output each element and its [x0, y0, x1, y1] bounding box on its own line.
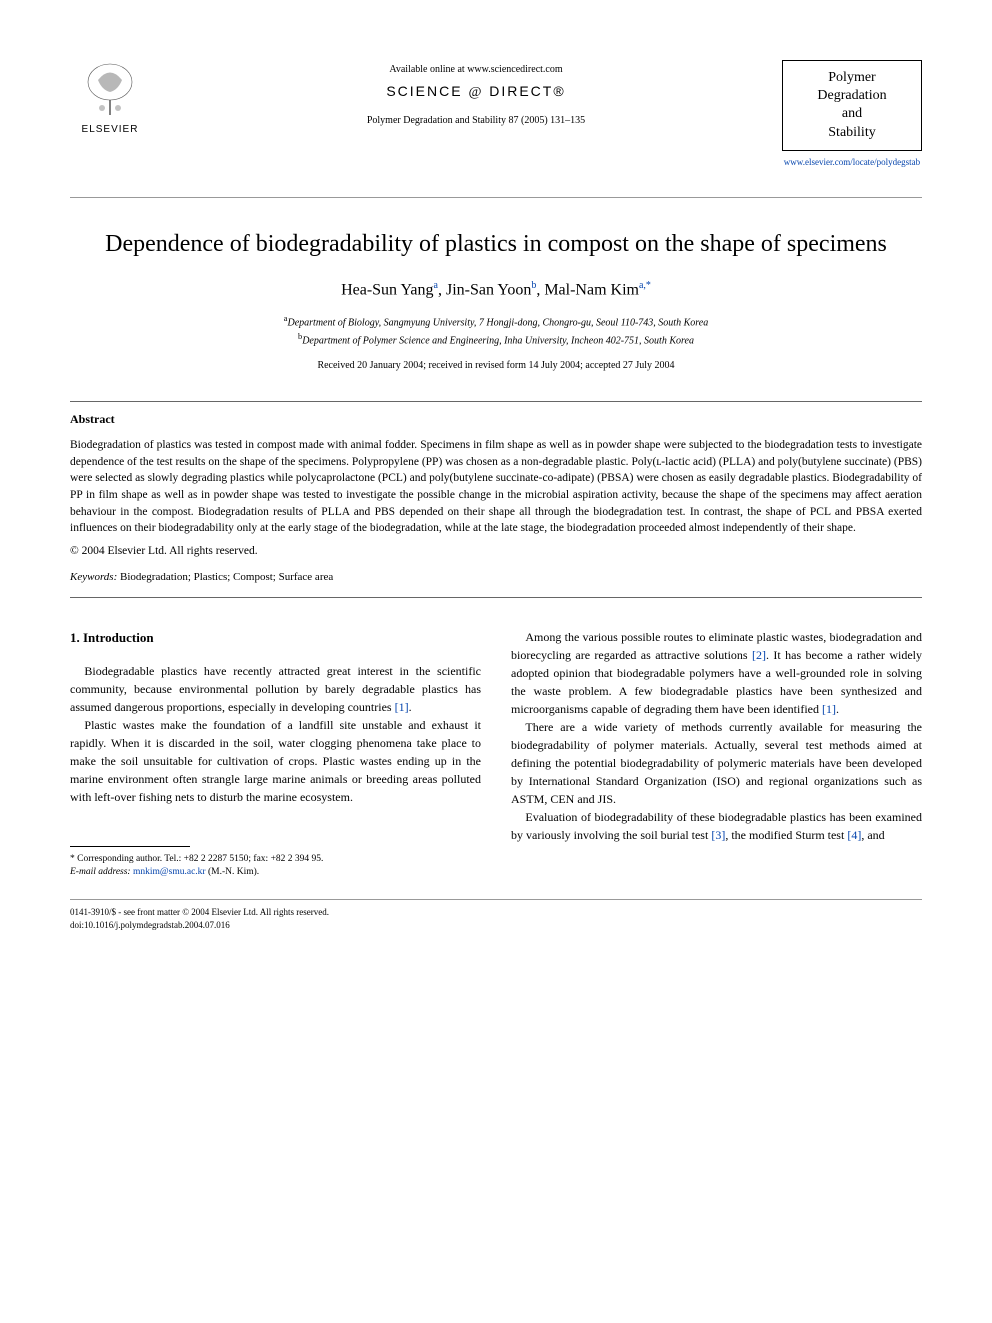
- article-title: Dependence of biodegradability of plasti…: [70, 228, 922, 260]
- affil-text: Department of Polymer Science and Engine…: [302, 335, 694, 346]
- affiliation-line: bDepartment of Polymer Science and Engin…: [70, 331, 922, 348]
- author-affil-sup: b: [531, 280, 536, 291]
- author-affil-sup: a: [434, 280, 438, 291]
- keywords-line: Keywords: Biodegradation; Plastics; Comp…: [70, 571, 922, 583]
- affiliation-line: aDepartment of Biology, Sangmyung Univer…: [70, 313, 922, 330]
- publisher-name: ELSEVIER: [82, 124, 139, 135]
- citation-link[interactable]: [3]: [711, 828, 725, 842]
- elsevier-logo: ELSEVIER: [70, 60, 150, 150]
- email-footnote: E-mail address: mnkim@smu.ac.kr (M.-N. K…: [70, 866, 481, 879]
- right-column: Among the various possible routes to eli…: [511, 628, 922, 879]
- author-affil-sup: a,*: [639, 280, 651, 291]
- footer-copyright: 0141-3910/$ - see front matter © 2004 El…: [70, 906, 922, 919]
- abstract-heading: Abstract: [70, 412, 922, 427]
- elsevier-tree-icon: [80, 60, 140, 120]
- intro-paragraph: There are a wide variety of methods curr…: [511, 718, 922, 808]
- keywords-label: Keywords:: [70, 571, 117, 583]
- intro-paragraph: Plastic wastes make the foundation of a …: [70, 716, 481, 806]
- header-right: Polymer Degradation and Stability www.el…: [782, 60, 922, 167]
- affil-text: Department of Biology, Sangmyung Univers…: [288, 318, 709, 329]
- journal-box-line: and: [789, 105, 915, 123]
- publisher-logo-block: ELSEVIER: [70, 60, 170, 150]
- journal-box-line: Polymer: [789, 69, 915, 87]
- available-online-text: Available online at www.sciencedirect.co…: [170, 64, 782, 75]
- abstract-copyright: © 2004 Elsevier Ltd. All rights reserved…: [70, 545, 922, 557]
- header-center: Available online at www.sciencedirect.co…: [170, 60, 782, 126]
- citation-link[interactable]: [1]: [822, 702, 836, 716]
- footer-rule: [70, 899, 922, 900]
- footer-doi: doi:10.1016/j.polymdegradstab.2004.07.01…: [70, 919, 922, 932]
- journal-url-link[interactable]: www.elsevier.com/locate/polydegstab: [782, 157, 922, 167]
- article-dates: Received 20 January 2004; received in re…: [70, 360, 922, 371]
- author-name: Mal-Nam Kim: [544, 281, 639, 298]
- sciencedirect-word2: DIRECT®: [489, 83, 565, 99]
- section-heading-introduction: 1. Introduction: [70, 628, 481, 648]
- journal-box-line: Degradation: [789, 87, 915, 105]
- email-tail: (M.-N. Kim).: [206, 867, 260, 877]
- sciencedirect-at-icon: @: [468, 85, 483, 100]
- email-label: E-mail address:: [70, 867, 131, 877]
- para-text: , and: [861, 828, 884, 842]
- citation-link[interactable]: [2]: [752, 648, 766, 662]
- journal-title-box: Polymer Degradation and Stability: [782, 60, 922, 151]
- corresponding-author-footnote: * Corresponding author. Tel.: +82 2 2287…: [70, 853, 481, 866]
- sciencedirect-word1: SCIENCE: [386, 83, 462, 99]
- journal-reference: Polymer Degradation and Stability 87 (20…: [170, 115, 782, 126]
- intro-paragraph: Among the various possible routes to eli…: [511, 628, 922, 718]
- email-link[interactable]: mnkim@smu.ac.kr: [133, 867, 206, 877]
- header-divider: [70, 197, 922, 198]
- footnote-rule: [70, 846, 190, 847]
- citation-link[interactable]: [4]: [847, 828, 861, 842]
- footer-meta: 0141-3910/$ - see front matter © 2004 El…: [70, 906, 922, 931]
- citation-link[interactable]: [1]: [395, 700, 409, 714]
- intro-paragraph: Biodegradable plastics have recently att…: [70, 662, 481, 716]
- left-column: 1. Introduction Biodegradable plastics h…: [70, 628, 481, 879]
- journal-box-line: Stability: [789, 124, 915, 142]
- author-name: Hea-Sun Yang: [341, 281, 433, 298]
- keywords-text: Biodegradation; Plastics; Compost; Surfa…: [117, 571, 333, 583]
- para-text: , the modified Sturm test: [725, 828, 847, 842]
- authors-line: Hea-Sun Yanga, Jin-San Yoonb, Mal-Nam Ki…: [70, 280, 922, 299]
- para-text: Biodegradable plastics have recently att…: [70, 664, 481, 714]
- intro-paragraph: Evaluation of biodegradability of these …: [511, 808, 922, 844]
- sciencedirect-logo: SCIENCE @ DIRECT®: [170, 83, 782, 101]
- body-columns: 1. Introduction Biodegradable plastics h…: [70, 628, 922, 879]
- para-text: .: [836, 702, 839, 716]
- abstract-top-rule: [70, 401, 922, 402]
- para-text: .: [409, 700, 412, 714]
- abstract-bottom-rule: [70, 597, 922, 598]
- author-name: Jin-San Yoon: [446, 281, 531, 298]
- abstract-body: Biodegradation of plastics was tested in…: [70, 437, 922, 537]
- page-header: ELSEVIER Available online at www.science…: [70, 60, 922, 167]
- affiliations: aDepartment of Biology, Sangmyung Univer…: [70, 313, 922, 348]
